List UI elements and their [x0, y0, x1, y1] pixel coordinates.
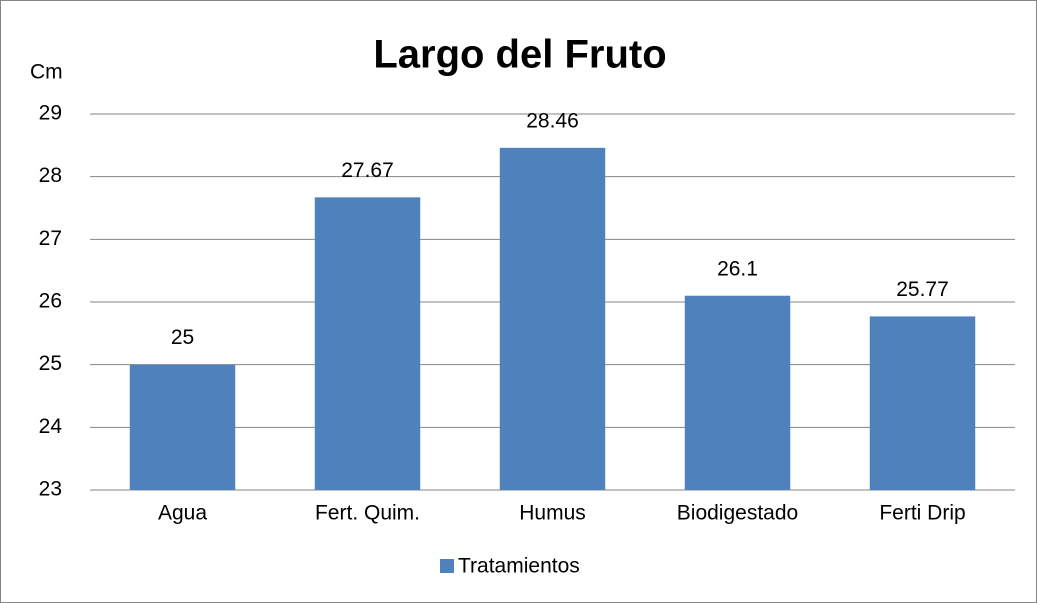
y-tick-label: 27 — [39, 227, 62, 250]
y-tick-label: 24 — [39, 415, 63, 438]
y-tick-label: 23 — [39, 478, 62, 501]
chart-title: Largo del Fruto — [373, 33, 666, 77]
y-tick-label: 29 — [39, 102, 62, 125]
x-tick-label: Humus — [519, 502, 586, 525]
y-tick-label: 26 — [39, 290, 62, 313]
data-label: 26.1 — [717, 257, 758, 280]
bar — [684, 295, 791, 490]
y-tick-label: 28 — [39, 164, 62, 187]
x-tick-label: Fert. Quim. — [315, 502, 420, 525]
data-label: 27.67 — [341, 159, 394, 182]
x-tick-label: Biodigestado — [677, 502, 798, 525]
data-label: 28.46 — [526, 109, 579, 132]
data-label: 25.77 — [896, 278, 949, 301]
y-tick-label: 25 — [39, 352, 62, 375]
legend-swatch — [440, 559, 454, 573]
bar — [129, 364, 236, 490]
x-tick-label: Ferti Drip — [879, 502, 965, 525]
bar — [314, 197, 421, 490]
bar — [499, 147, 606, 490]
legend-label: Tratamientos — [458, 555, 580, 578]
y-axis-label: Cm — [30, 61, 63, 84]
x-tick-label: Agua — [158, 502, 207, 525]
data-label: 25 — [171, 326, 194, 349]
bar — [869, 316, 976, 490]
